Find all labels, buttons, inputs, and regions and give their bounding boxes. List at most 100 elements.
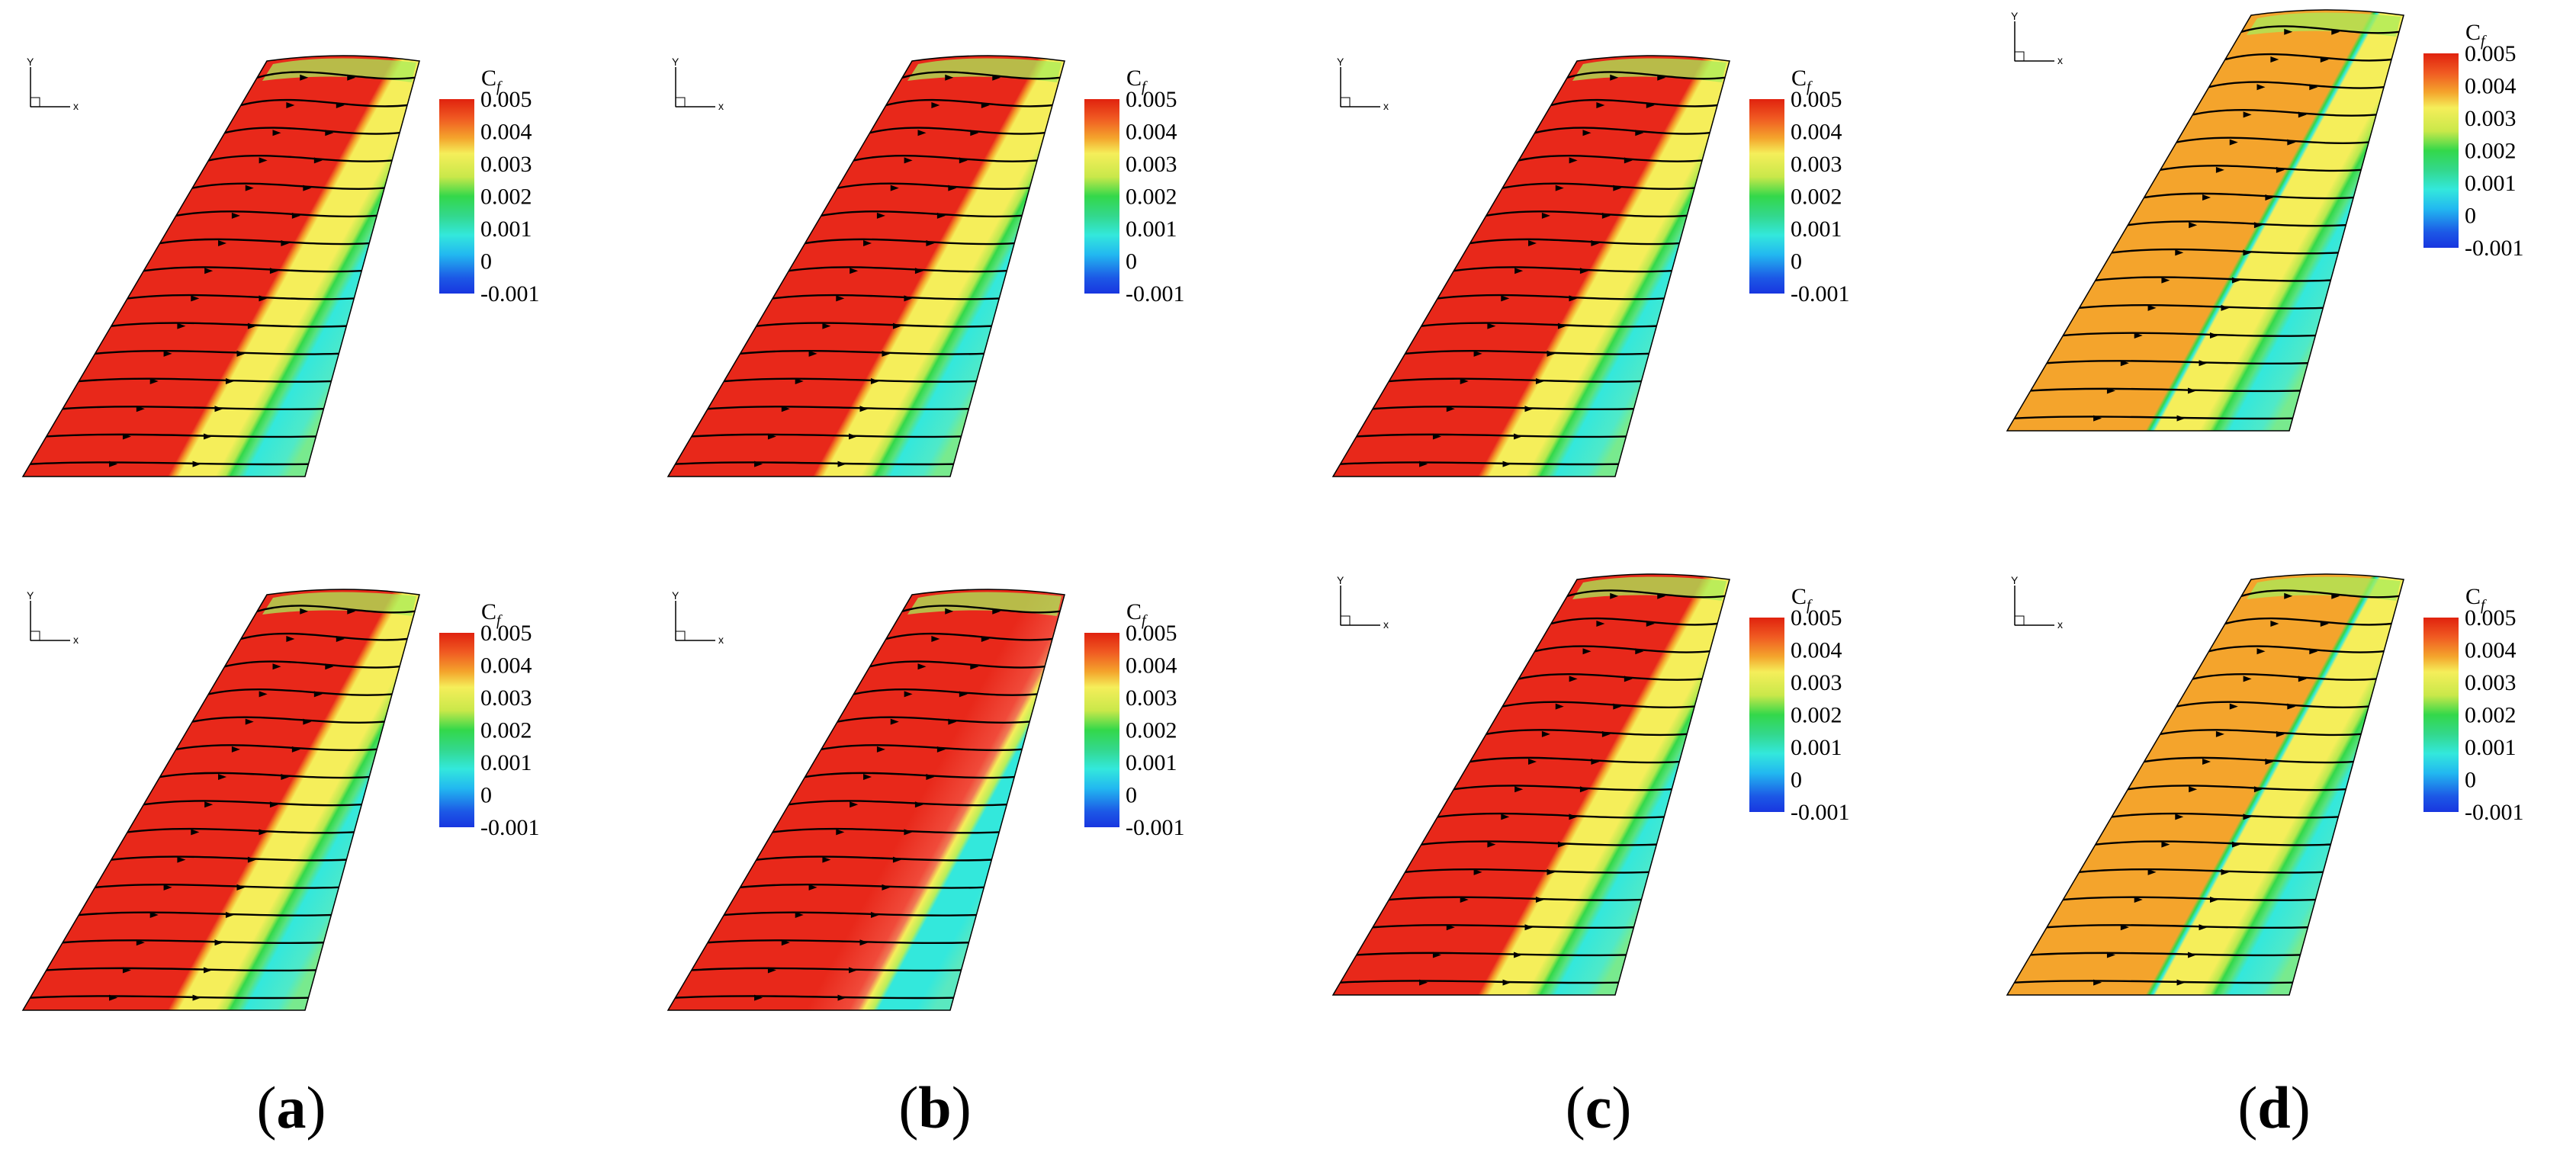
streamline-arrow <box>2276 730 2285 737</box>
streamline <box>708 406 969 411</box>
streamline-arrow <box>272 663 281 670</box>
streamline <box>240 632 408 641</box>
colorbar-tick-label: 0.003 <box>480 685 532 711</box>
streamline <box>2176 701 2369 708</box>
streamline <box>1550 617 1718 626</box>
streamline-arrow <box>2209 897 2218 903</box>
streamline-arrow <box>808 884 817 891</box>
streamline-arrow <box>231 746 240 753</box>
streamline <box>2014 980 2293 984</box>
streamline <box>1486 729 1688 737</box>
streamline-arrow <box>836 295 845 302</box>
axis-y-label: Y <box>672 589 679 602</box>
streamline <box>2079 303 2324 310</box>
streamline-arrow <box>191 829 200 836</box>
streamline-arrow <box>136 939 145 946</box>
streamline <box>143 266 362 273</box>
colorbar-tick-label: 0.005 <box>1791 87 1842 112</box>
streamline-arrow <box>914 801 923 808</box>
wing-surface <box>2006 573 2404 996</box>
streamline-arrow <box>1624 157 1633 164</box>
colorbar-tick-label: -0.001 <box>1791 800 1850 825</box>
streamline-arrow <box>177 323 186 329</box>
streamline <box>63 939 324 945</box>
streamline-arrow <box>2320 56 2329 63</box>
streamline <box>2111 248 2339 255</box>
streamline-arrow <box>2256 84 2266 91</box>
streamline-arrow <box>870 378 879 385</box>
colorbar-tick-label: 0 <box>2465 768 2476 793</box>
colorbar-tick-label: 0 <box>480 783 492 808</box>
streamline-arrow <box>2202 194 2211 201</box>
colorbar-tick-label: 0.002 <box>1791 185 1842 210</box>
streamline-arrow <box>149 912 159 919</box>
streamline-arrow <box>300 74 309 81</box>
wing-surface <box>666 589 1065 1011</box>
streamline-arrow <box>2209 332 2218 339</box>
streamline <box>805 772 1015 779</box>
streamline <box>224 127 400 135</box>
streamline-arrow <box>863 774 872 781</box>
streamline-arrow <box>948 718 957 725</box>
streamline-arrow <box>245 718 254 725</box>
axis-x-label: x <box>73 100 79 112</box>
streamline-arrow <box>2265 759 2274 765</box>
streamline <box>143 800 362 807</box>
streamline-arrow <box>2221 868 2230 875</box>
wing-surface <box>1331 573 1730 996</box>
streamline-arrow <box>325 130 334 136</box>
colorbar-tick-label: 0.005 <box>2465 41 2517 66</box>
streamline <box>175 210 377 218</box>
streamline <box>1502 182 1695 190</box>
streamline <box>1437 294 1665 300</box>
colorbar-tick-label: 0.002 <box>480 718 532 743</box>
streamline-arrow <box>1610 74 1619 81</box>
streamline <box>1486 210 1688 218</box>
streamline-arrow <box>2134 332 2143 339</box>
wing-surface <box>21 589 420 1011</box>
streamline <box>1340 980 1619 984</box>
streamline-arrow <box>336 636 345 643</box>
colorbar-tick-label: 0 <box>1126 783 1137 808</box>
streamline <box>63 406 324 411</box>
streamline-arrow <box>970 663 979 670</box>
streamline-arrow <box>1569 814 1578 820</box>
streamline <box>1469 238 1680 246</box>
streamline-arrow <box>2287 139 2296 146</box>
streamline-arrow <box>2120 924 2129 931</box>
streamline <box>885 632 1053 641</box>
axes-triad: Yx <box>672 589 724 646</box>
streamline-arrow <box>795 378 804 385</box>
streamline <box>1421 322 1657 328</box>
streamline <box>2063 332 2316 337</box>
colorbar-tick-label: 0.001 <box>2465 735 2517 760</box>
streamline <box>2014 416 2293 420</box>
streamline <box>2160 165 2362 172</box>
streamline-arrow <box>754 994 763 1001</box>
streamline-arrow <box>281 774 290 781</box>
streamline-arrow <box>2253 786 2263 793</box>
streamline-arrow <box>992 74 1001 81</box>
streamline-arrow <box>2284 28 2293 35</box>
streamline <box>2047 360 2308 365</box>
colorbar-gradient <box>1749 99 1784 294</box>
streamline-arrow <box>1596 102 1605 109</box>
streamline-arrow <box>2147 304 2157 311</box>
streamline-arrow <box>981 636 990 643</box>
streamline-arrow <box>2161 277 2170 284</box>
streamline <box>256 605 416 614</box>
colorbar-tick-label: 0 <box>2465 204 2476 229</box>
streamline-arrow <box>2188 387 2197 394</box>
streamline <box>821 744 1023 752</box>
colorbar-tick-label: 0.003 <box>480 152 532 177</box>
streamline-arrow <box>2106 387 2115 394</box>
streamline-arrow <box>269 801 278 808</box>
caption-a: (a) <box>256 1074 326 1141</box>
axis-x-label: x <box>718 100 724 112</box>
colorbar-tick-label: -0.001 <box>1126 281 1185 306</box>
streamline-arrow <box>904 691 913 698</box>
streamline-arrow <box>2229 703 2238 710</box>
